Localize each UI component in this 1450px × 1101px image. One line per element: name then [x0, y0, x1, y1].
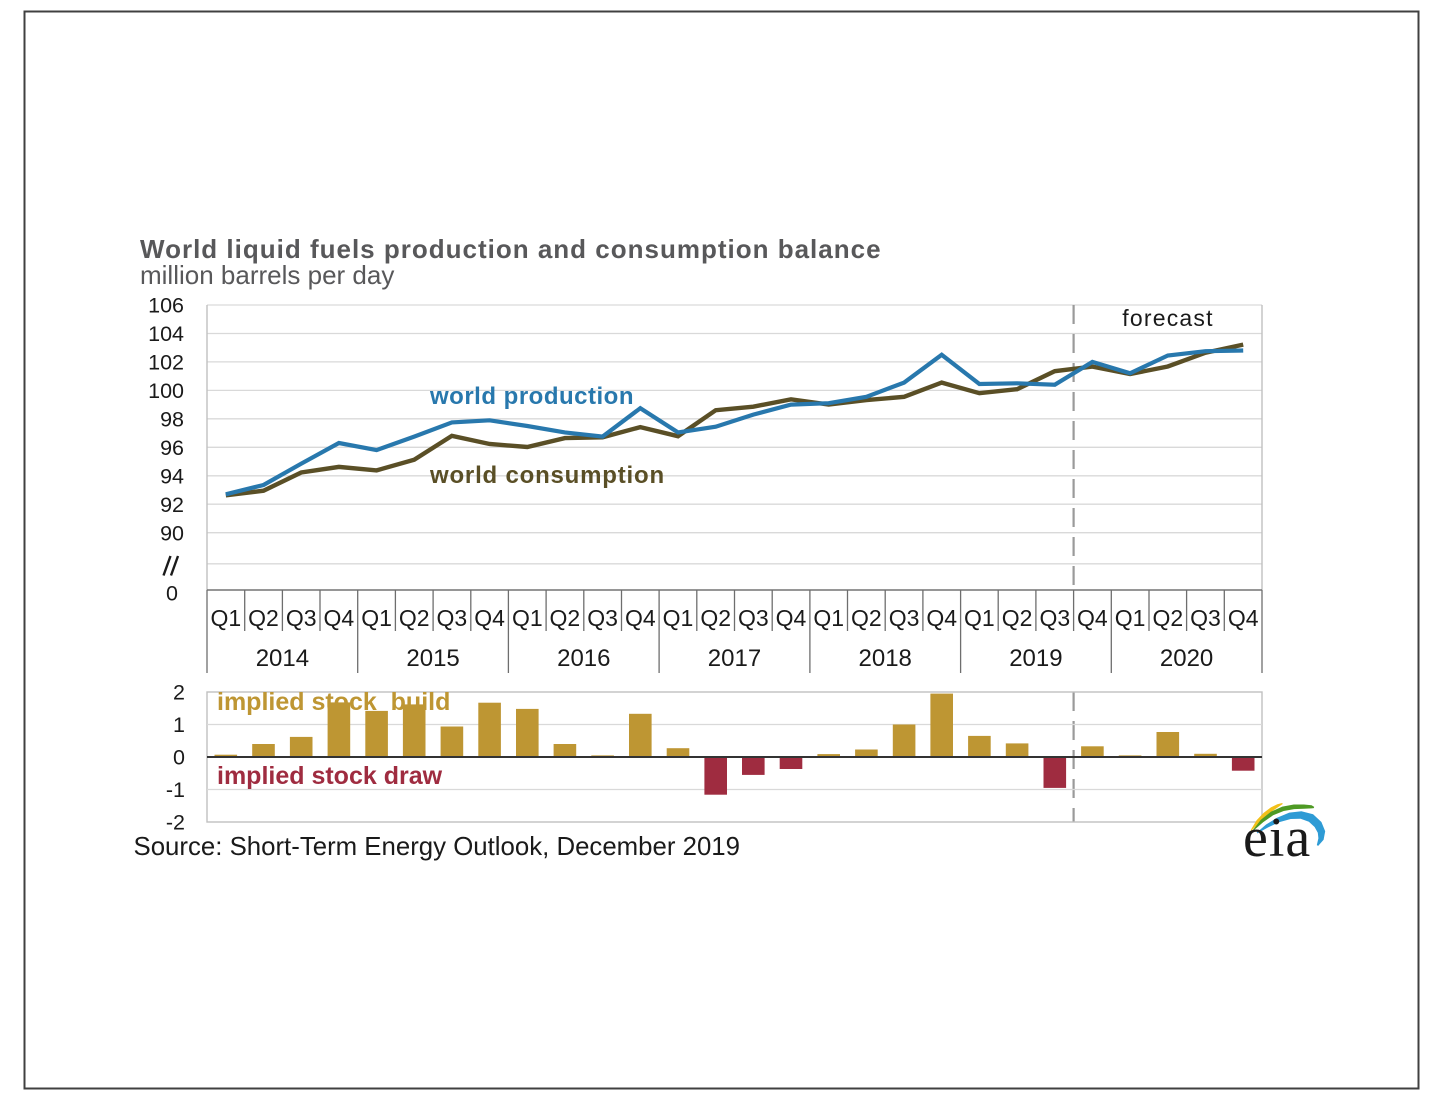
- svg-text:Q3: Q3: [286, 605, 317, 631]
- svg-text:Q2: Q2: [1002, 605, 1033, 631]
- svg-text:World liquid fuels production: World liquid fuels production and consum…: [140, 234, 882, 264]
- svg-text:Q4: Q4: [1077, 605, 1108, 631]
- svg-text:Q3: Q3: [587, 605, 618, 631]
- svg-text:Q4: Q4: [474, 605, 505, 631]
- svg-text:forecast: forecast: [1122, 305, 1213, 331]
- svg-text:Q4: Q4: [1228, 605, 1259, 631]
- svg-text:implied stock build: implied stock build: [217, 688, 450, 716]
- svg-text:100: 100: [148, 379, 184, 403]
- svg-text:Source: Short-Term Energy Outl: Source: Short-Term Energy Outlook, Decem…: [134, 833, 741, 861]
- svg-text:Q1: Q1: [813, 605, 844, 631]
- svg-text:2016: 2016: [557, 645, 610, 672]
- svg-text:world consumption: world consumption: [429, 462, 665, 489]
- svg-text:Q4: Q4: [926, 605, 957, 631]
- svg-text:98: 98: [160, 408, 184, 432]
- svg-text:Q4: Q4: [776, 605, 807, 631]
- svg-text:2015: 2015: [406, 645, 459, 672]
- svg-text:Q2: Q2: [1152, 605, 1183, 631]
- svg-text:0: 0: [173, 746, 185, 770]
- svg-text:2017: 2017: [708, 645, 761, 672]
- svg-text:96: 96: [160, 436, 184, 460]
- svg-text:Q3: Q3: [1039, 605, 1070, 631]
- svg-text:Q2: Q2: [851, 605, 882, 631]
- svg-text:Q4: Q4: [625, 605, 656, 631]
- svg-text:Q2: Q2: [700, 605, 731, 631]
- svg-text:Q2: Q2: [248, 605, 279, 631]
- svg-text:Q2: Q2: [550, 605, 581, 631]
- svg-text:Q1: Q1: [1115, 605, 1146, 631]
- svg-text:world production: world production: [429, 383, 634, 410]
- svg-text:102: 102: [148, 351, 184, 375]
- svg-text:Q3: Q3: [738, 605, 769, 631]
- svg-text:2019: 2019: [1009, 645, 1062, 672]
- svg-text:2020: 2020: [1160, 645, 1213, 672]
- svg-text:104: 104: [148, 322, 184, 346]
- svg-text:Q3: Q3: [1190, 605, 1221, 631]
- svg-text:Q1: Q1: [663, 605, 694, 631]
- svg-text:Q1: Q1: [210, 605, 241, 631]
- svg-text:Q1: Q1: [964, 605, 995, 631]
- svg-text:1: 1: [173, 713, 185, 737]
- svg-text:0: 0: [166, 582, 178, 606]
- svg-text:92: 92: [160, 493, 184, 517]
- svg-text:Q3: Q3: [889, 605, 920, 631]
- svg-text:106: 106: [148, 294, 184, 318]
- svg-text:94: 94: [160, 465, 184, 489]
- svg-text:2018: 2018: [859, 645, 912, 672]
- svg-text:Q4: Q4: [324, 605, 355, 631]
- svg-text:million barrels per day: million barrels per day: [140, 260, 394, 290]
- svg-text:eia: eia: [1243, 807, 1311, 869]
- svg-text:2014: 2014: [256, 645, 309, 672]
- svg-text:-1: -1: [166, 778, 185, 802]
- svg-text:implied stock draw: implied stock draw: [217, 762, 443, 790]
- svg-text:2: 2: [173, 681, 185, 705]
- svg-text:Q3: Q3: [437, 605, 468, 631]
- svg-text:Q1: Q1: [361, 605, 392, 631]
- svg-text:-2: -2: [166, 811, 185, 835]
- svg-text:Q2: Q2: [399, 605, 430, 631]
- svg-text:90: 90: [160, 521, 184, 545]
- svg-text:Q1: Q1: [512, 605, 543, 631]
